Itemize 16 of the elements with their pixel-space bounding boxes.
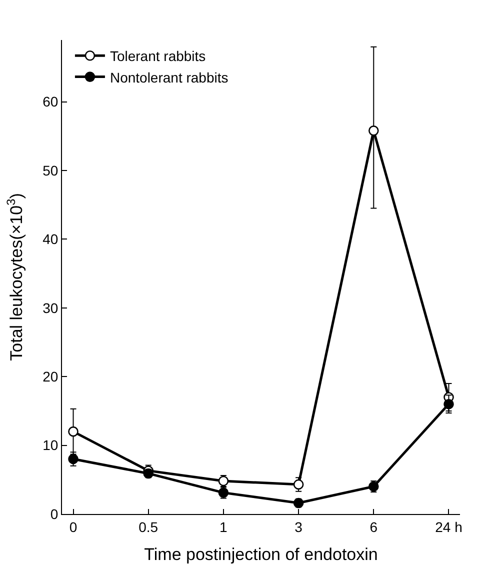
x-tick-label: 6 xyxy=(370,518,378,535)
legend-label: Tolerant rabbits xyxy=(110,48,206,64)
x-tick-label: 0 xyxy=(69,518,78,535)
y-tick-label: 20 xyxy=(42,368,58,385)
y-tick-label: 30 xyxy=(42,300,58,316)
x-axis-title: Time postinjection of endotoxin xyxy=(144,545,378,564)
y-tick-label: 40 xyxy=(42,231,58,248)
x-tick-label: 0.5 xyxy=(138,518,158,535)
x-tick-label: 1 xyxy=(220,518,228,535)
y-tick-label: 50 xyxy=(42,162,58,178)
y-tick-label: 60 xyxy=(42,94,58,110)
y-tick-label: 0 xyxy=(50,506,58,522)
y-tick-label: 10 xyxy=(42,437,58,454)
x-tick-label: 3 xyxy=(294,518,303,535)
x-tick-label: 24 h xyxy=(435,518,462,535)
legend-label: Nontolerant rabbits xyxy=(110,69,228,86)
